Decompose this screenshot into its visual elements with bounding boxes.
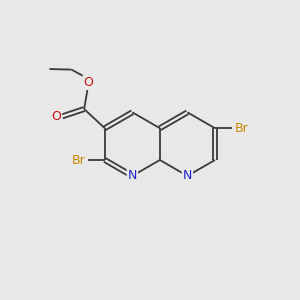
Text: O: O [51,110,61,123]
Text: N: N [128,169,137,182]
Text: O: O [83,76,93,89]
Text: Br: Br [235,122,248,135]
Text: N: N [183,169,192,182]
Text: Br: Br [71,154,85,166]
